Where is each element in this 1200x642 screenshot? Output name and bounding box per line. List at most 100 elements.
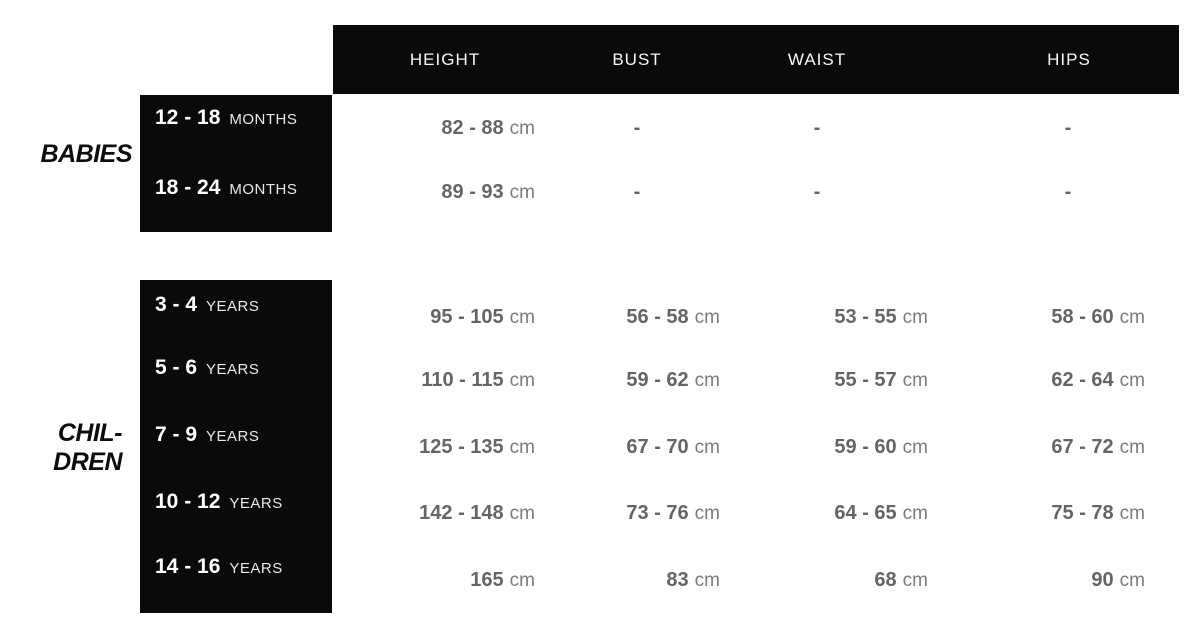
group-label-babies-text: BABIES bbox=[40, 140, 133, 168]
measurement-unit: cm bbox=[509, 182, 535, 203]
babies-age-box bbox=[140, 95, 332, 232]
measurement-unit: cm bbox=[509, 370, 535, 391]
measurement-value: 73 - 76 bbox=[626, 502, 689, 524]
age-row-10-12-years: 10 - 12 YEARS bbox=[155, 489, 283, 515]
age-range-unit: YEARS bbox=[206, 361, 260, 378]
group-label-children: CHIL- DREN bbox=[53, 419, 122, 477]
measurement-value: 53 - 55 bbox=[834, 306, 897, 328]
column-header-bar: HEIGHT BUST WAIST HIPS bbox=[333, 25, 1179, 94]
measurement-unit: cm bbox=[1119, 503, 1145, 524]
children-age-box bbox=[140, 280, 332, 613]
cell-bust: 73 - 76 cm bbox=[626, 500, 720, 526]
age-range: 18 - 24 bbox=[155, 176, 221, 199]
measurement-unit: cm bbox=[902, 370, 928, 391]
measurement-unit: cm bbox=[694, 437, 720, 458]
age-range-unit: YEARS bbox=[229, 495, 283, 512]
age-range: 7 - 9 bbox=[155, 423, 198, 446]
cell-bust: 67 - 70 cm bbox=[626, 434, 720, 460]
age-range: 14 - 16 bbox=[155, 555, 221, 578]
measurement-unit: cm bbox=[509, 118, 535, 139]
measurement-value: 58 - 60 bbox=[1051, 306, 1114, 328]
measurement-unit: cm bbox=[694, 370, 720, 391]
measurement-unit: cm bbox=[509, 503, 535, 524]
cell-hips: 62 - 64 cm bbox=[1051, 367, 1145, 393]
measurement-unit: cm bbox=[902, 307, 928, 328]
cell-bust: 56 - 58 cm bbox=[626, 304, 720, 330]
cell-height: 142 - 148 cm bbox=[419, 500, 535, 526]
measurement-value: 125 - 135 bbox=[419, 436, 504, 458]
measurement-unit: cm bbox=[509, 570, 535, 591]
measurement-unit: cm bbox=[509, 437, 535, 458]
measurement-value: 75 - 78 bbox=[1051, 502, 1114, 524]
no-value-dash: - bbox=[1064, 181, 1072, 203]
cell-hips: 75 - 78 cm bbox=[1051, 500, 1145, 526]
measurement-unit: cm bbox=[1119, 437, 1145, 458]
cell-height: 95 - 105 cm bbox=[430, 304, 535, 330]
cell-bust-empty: - bbox=[612, 179, 662, 205]
measurement-unit: cm bbox=[1119, 307, 1145, 328]
age-range: 10 - 12 bbox=[155, 490, 221, 513]
age-range-unit: YEARS bbox=[206, 428, 260, 445]
measurement-value: 64 - 65 bbox=[834, 502, 897, 524]
cell-waist: 59 - 60 cm bbox=[834, 434, 928, 460]
group-label-children-line2: DREN bbox=[53, 448, 122, 476]
age-range: 5 - 6 bbox=[155, 356, 198, 379]
cell-height: 165 cm bbox=[470, 567, 535, 593]
cell-bust-empty: - bbox=[612, 115, 662, 141]
group-label-babies: BABIES bbox=[40, 140, 133, 169]
measurement-unit: cm bbox=[694, 307, 720, 328]
measurement-value: 95 - 105 bbox=[430, 306, 504, 328]
cell-height: 125 - 135 cm bbox=[419, 434, 535, 460]
age-row-18-24-months: 18 - 24 MONTHS bbox=[155, 175, 297, 201]
column-header-bust: BUST bbox=[612, 50, 662, 69]
measurement-value: 56 - 58 bbox=[626, 306, 689, 328]
cell-height: 82 - 88 cm bbox=[441, 115, 535, 141]
age-range: 3 - 4 bbox=[155, 293, 198, 316]
cell-waist: 64 - 65 cm bbox=[834, 500, 928, 526]
no-value-dash: - bbox=[1064, 117, 1072, 139]
cell-hips: 90 cm bbox=[1091, 567, 1145, 593]
measurement-unit: cm bbox=[694, 503, 720, 524]
cell-hips: 58 - 60 cm bbox=[1051, 304, 1145, 330]
cell-height: 89 - 93 cm bbox=[441, 179, 535, 205]
measurement-value: 110 - 115 bbox=[421, 369, 504, 391]
measurement-value: 62 - 64 bbox=[1051, 369, 1114, 391]
measurement-value: 55 - 57 bbox=[834, 369, 897, 391]
cell-hips: 67 - 72 cm bbox=[1051, 434, 1145, 460]
measurement-value: 89 - 93 bbox=[441, 181, 504, 203]
no-value-dash: - bbox=[813, 117, 821, 139]
age-range: 12 - 18 bbox=[155, 106, 221, 129]
cell-hips-empty: - bbox=[1043, 179, 1093, 205]
age-row-5-6-years: 5 - 6 YEARS bbox=[155, 355, 259, 381]
measurement-value: 83 bbox=[666, 569, 689, 591]
age-row-3-4-years: 3 - 4 YEARS bbox=[155, 292, 259, 318]
cell-waist: 53 - 55 cm bbox=[834, 304, 928, 330]
measurement-unit: cm bbox=[509, 307, 535, 328]
measurement-value: 67 - 72 bbox=[1051, 436, 1114, 458]
measurement-unit: cm bbox=[902, 437, 928, 458]
no-value-dash: - bbox=[633, 181, 641, 203]
cell-hips-empty: - bbox=[1043, 115, 1093, 141]
measurement-value: 59 - 62 bbox=[626, 369, 689, 391]
cell-waist-empty: - bbox=[792, 179, 842, 205]
age-range-unit: MONTHS bbox=[229, 181, 298, 198]
no-value-dash: - bbox=[813, 181, 821, 203]
measurement-value: 142 - 148 bbox=[419, 502, 504, 524]
cell-waist: 55 - 57 cm bbox=[834, 367, 928, 393]
measurement-value: 165 bbox=[470, 569, 504, 591]
no-value-dash: - bbox=[633, 117, 641, 139]
column-header-waist: WAIST bbox=[787, 50, 847, 69]
group-label-children-line1: CHIL- bbox=[57, 419, 123, 447]
measurement-unit: cm bbox=[902, 503, 928, 524]
measurement-value: 68 bbox=[874, 569, 897, 591]
column-header-height: HEIGHT bbox=[409, 50, 481, 69]
age-range-unit: YEARS bbox=[229, 560, 283, 577]
cell-waist-empty: - bbox=[792, 115, 842, 141]
cell-bust: 59 - 62 cm bbox=[626, 367, 720, 393]
age-range-unit: YEARS bbox=[206, 298, 260, 315]
measurement-value: 59 - 60 bbox=[834, 436, 897, 458]
cell-waist: 68 cm bbox=[874, 567, 928, 593]
measurement-unit: cm bbox=[902, 570, 928, 591]
age-row-12-18-months: 12 - 18 MONTHS bbox=[155, 105, 297, 131]
